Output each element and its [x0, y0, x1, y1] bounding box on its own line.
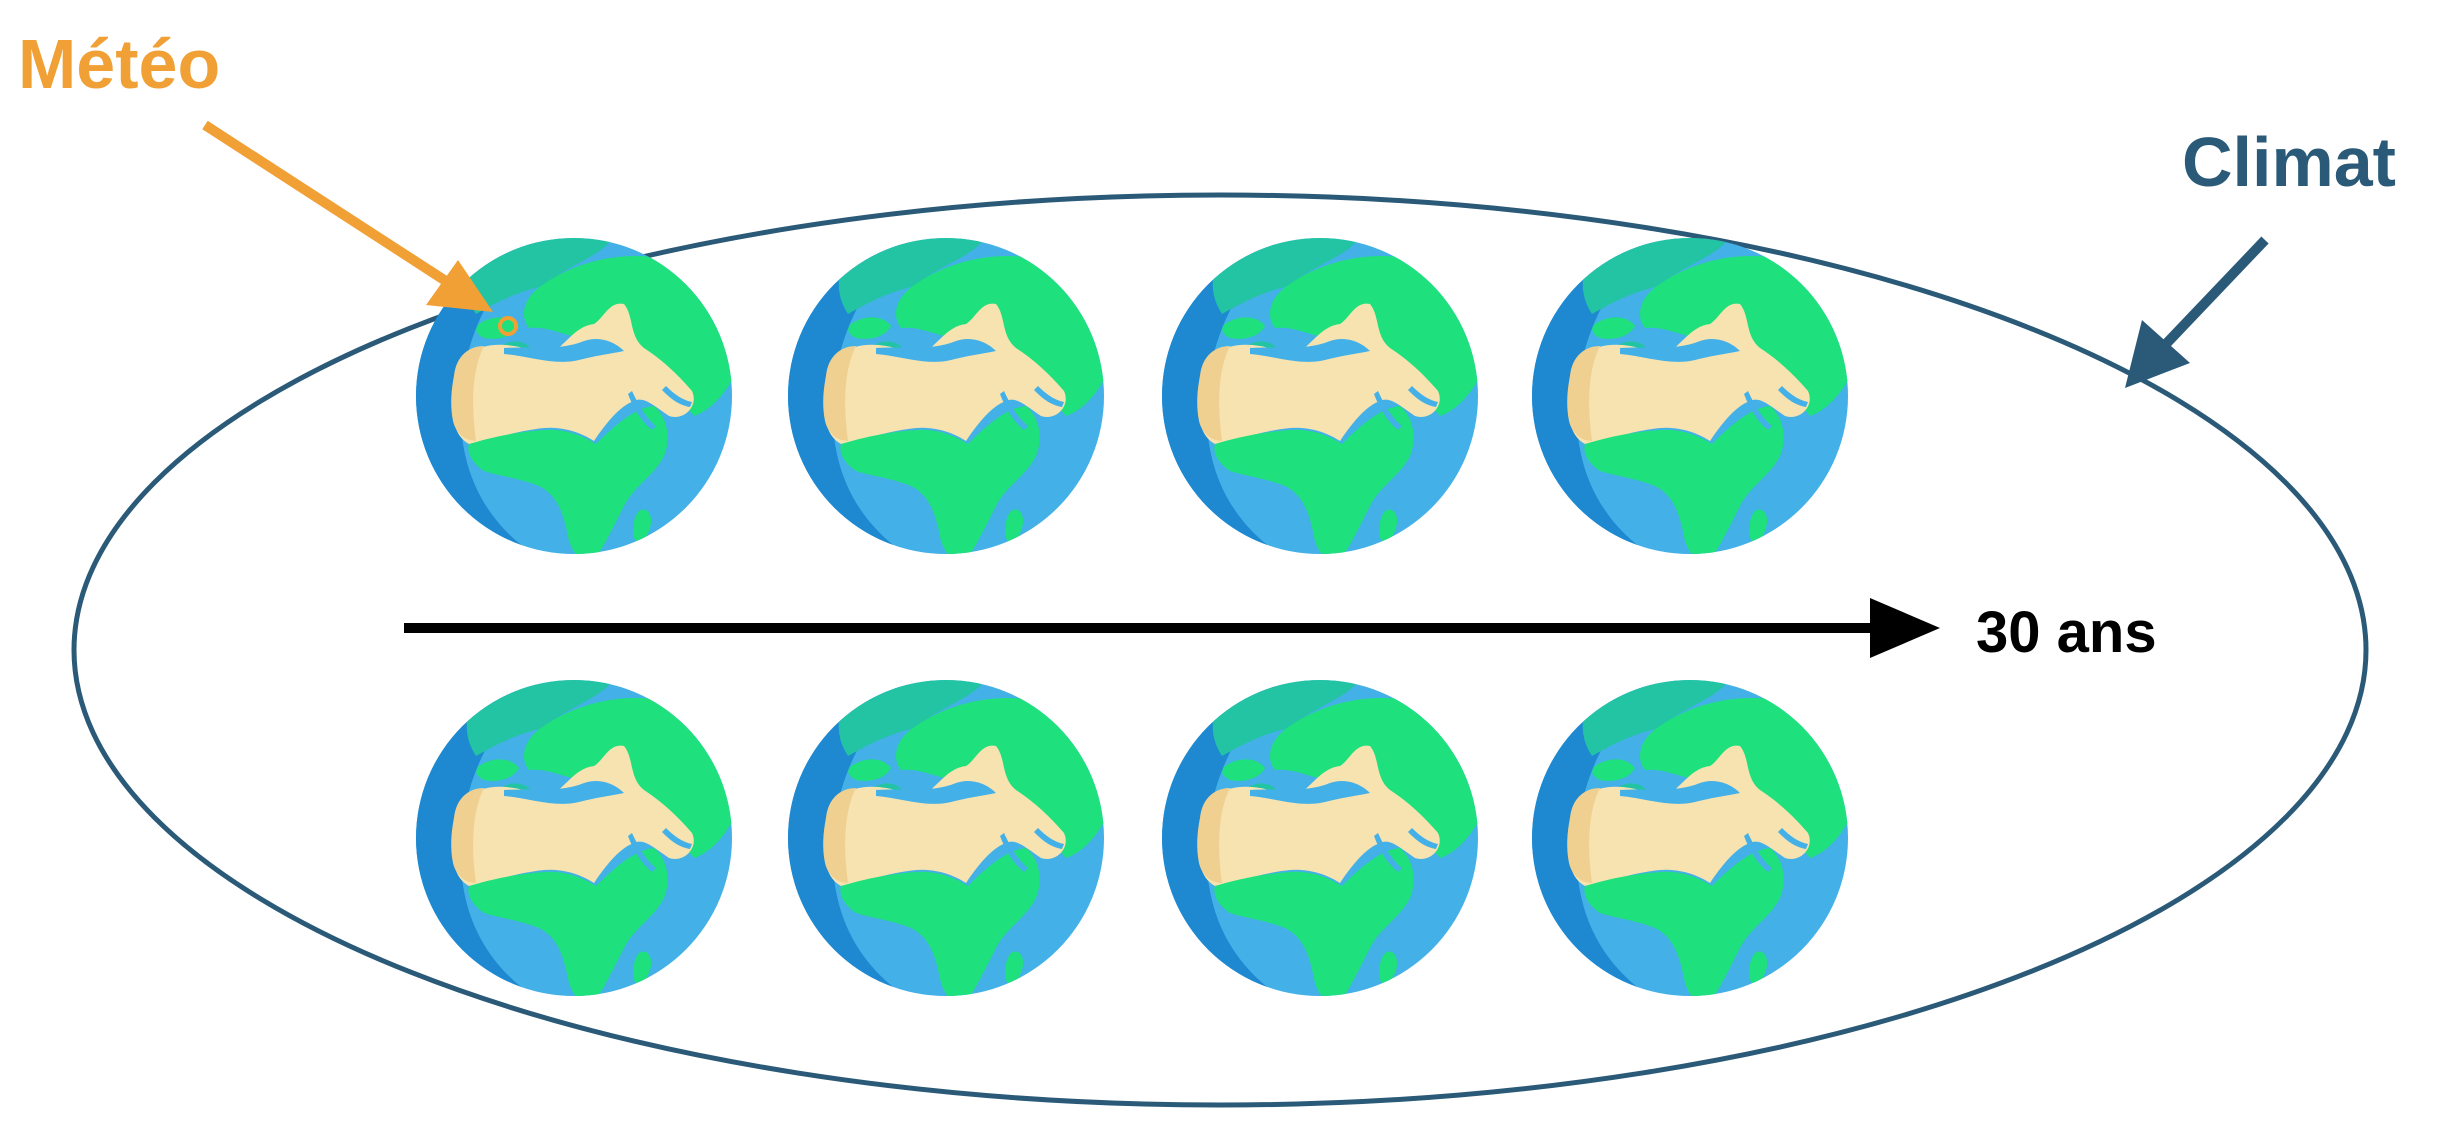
- globe-icon: [416, 673, 734, 1008]
- timeline-arrow-head: [1870, 598, 1940, 658]
- globe-icon: [788, 231, 1106, 566]
- globe-icon: [788, 673, 1106, 1008]
- globe-icon: [1162, 231, 1480, 566]
- weather-pointer-arrow: [202, 120, 493, 312]
- climate-ellipse: [71, 192, 2369, 1108]
- globe-row-1: [416, 231, 1850, 566]
- weather-label: Météo: [18, 25, 220, 103]
- climate-pointer-arrow: [2125, 236, 2269, 388]
- globe-icon: [1162, 673, 1480, 1008]
- globe-icon: [1532, 231, 1850, 566]
- globe-row-2: [416, 673, 1850, 1008]
- weather-location-marker: [498, 316, 518, 336]
- duration-label: 30 ans: [1976, 600, 2157, 665]
- globe-icon: [1532, 673, 1850, 1008]
- timeline-arrow: [404, 598, 1940, 658]
- climate-label: Climat: [2182, 123, 2396, 201]
